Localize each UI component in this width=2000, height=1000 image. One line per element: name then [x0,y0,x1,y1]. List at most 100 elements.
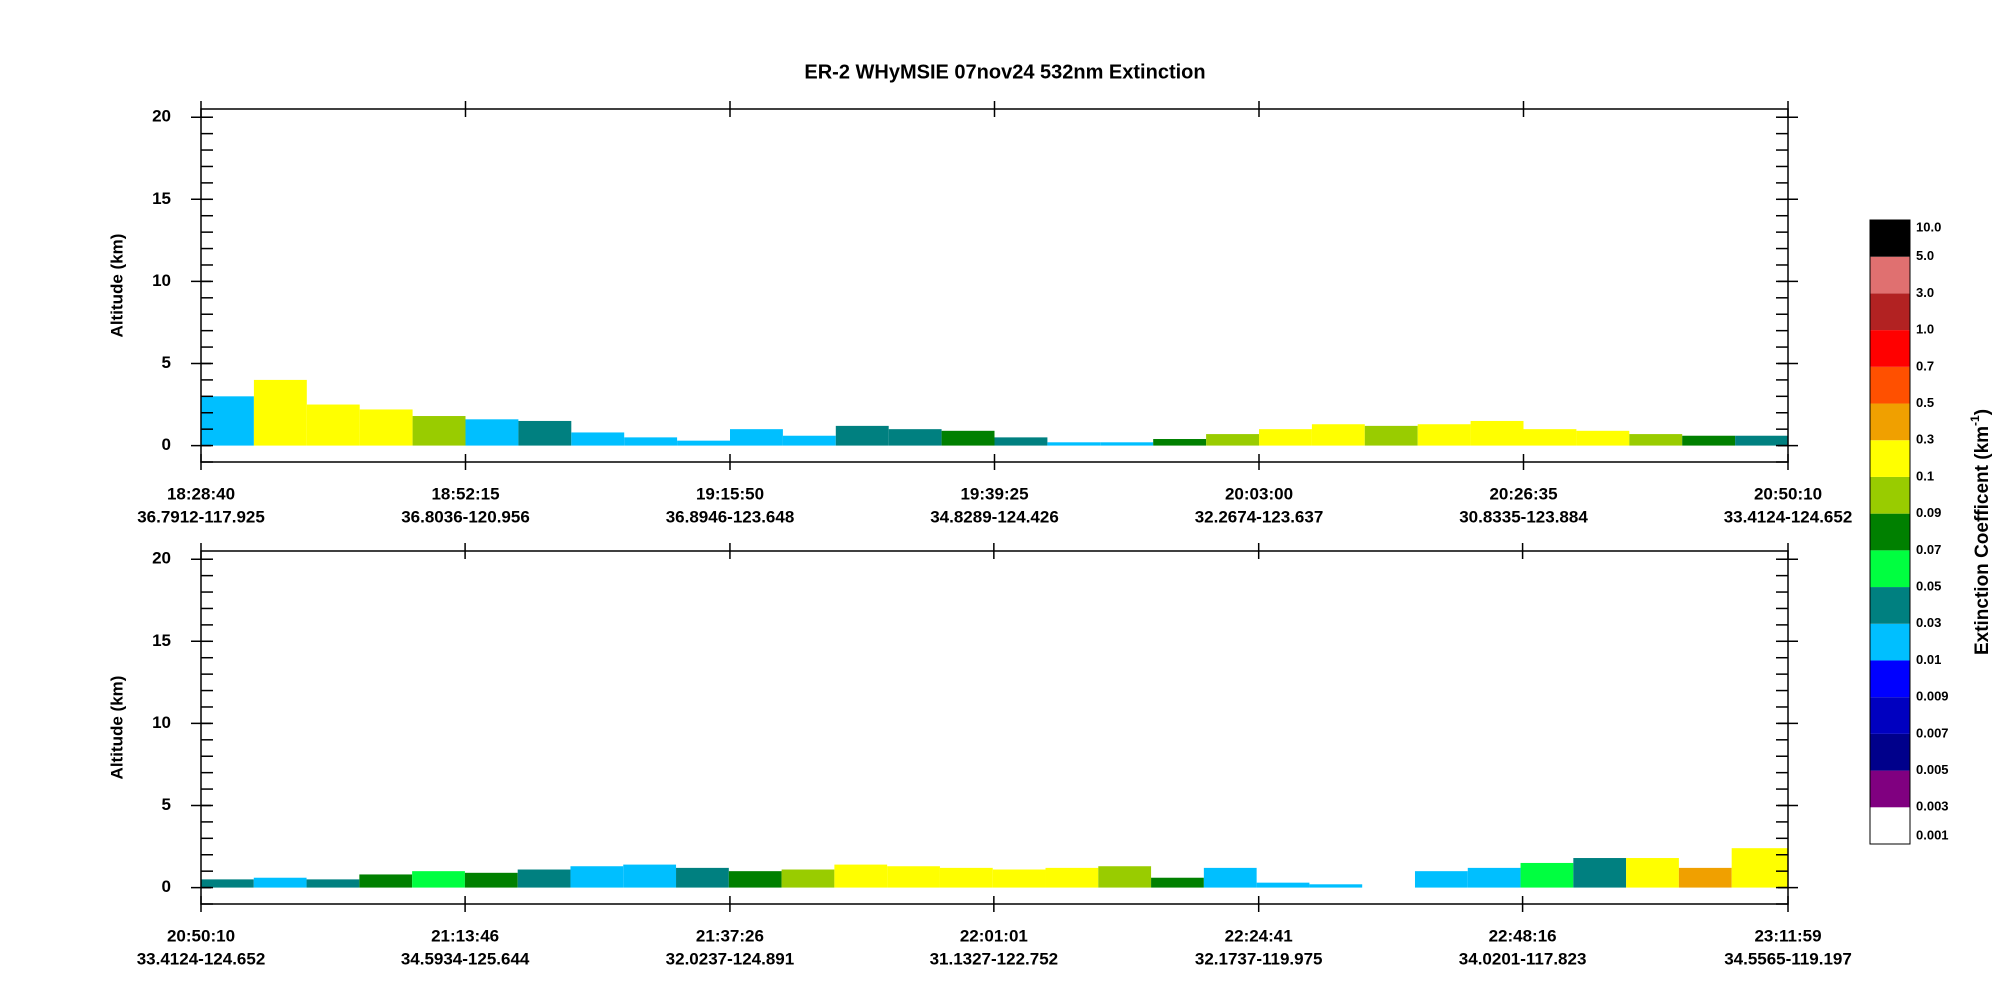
colorbar-label: 0.07 [1916,542,1941,557]
extinction-column [1678,867,1732,888]
extinction-column [1414,871,1468,888]
extinction-column [253,379,307,446]
extinction-column [676,867,729,888]
extinction-column [888,429,942,446]
colorbar-label: 0.3 [1916,432,1934,447]
colorbar-label: 0.1 [1916,468,1934,483]
extinction-column [782,435,836,446]
y-axis-label: Altitude (km) [107,676,126,780]
colorbar-label: 0.09 [1916,505,1941,520]
extinction-column [781,869,835,888]
extinction-column [1311,424,1365,446]
y-tick-label: 10 [152,713,171,732]
y-tick-label: 10 [152,271,171,290]
y-axis-label: Altitude (km) [107,234,126,338]
extinction-column [306,879,360,888]
colorbar-label: 0.7 [1916,358,1934,373]
extinction-column [1203,867,1257,888]
extinction-column [465,419,519,446]
y-tick-label: 15 [152,189,171,208]
colorbar-swatch [1870,660,1910,698]
x-tick-label: 22:01:01 [960,926,1028,945]
extinction-column [1047,442,1101,446]
colorbar-label: 10.0 [1916,219,1941,234]
extinction-column [887,866,940,888]
x-location-label: 32.2674-123.637 [1195,507,1324,526]
x-location-label: 36.8036-120.956 [401,507,530,526]
x-tick-label: 21:13:46 [431,926,499,945]
colorbar-title-text: Extinction Coefficent (km [1972,426,1993,655]
colorbar-swatch [1870,733,1910,771]
extinction-column [728,871,782,888]
colorbar-frame [1869,219,1911,845]
extinction-column [570,866,624,888]
extinction-column [359,874,413,888]
colorbar-swatch [1870,403,1910,441]
x-tick-label: 23:11:59 [1754,926,1821,945]
x-location-label: 30.8335-123.884 [1459,507,1588,526]
extinction-column [1576,430,1630,446]
extinction-column [677,440,730,446]
x-location-label: 34.8289-124.426 [930,507,1059,526]
plot-frame [200,108,1789,463]
colorbar-label: 0.001 [1916,827,1949,842]
y-tick-label: 15 [152,631,171,650]
extinction-column [835,425,889,446]
colorbar-label: 0.03 [1916,615,1941,630]
colorbar-swatch [1870,293,1910,331]
y-tick-label: 0 [162,435,171,454]
extinction-column [464,872,518,888]
x-tick-label: 21:37:26 [696,926,764,945]
colorbar-swatch [1870,220,1910,257]
y-tick-label: 0 [162,877,171,896]
extinction-column [1523,429,1577,446]
x-tick-label: 20:26:35 [1489,484,1557,503]
colorbar-label: 0.007 [1916,725,1949,740]
extinction-column [1100,442,1154,446]
x-location-label: 32.1737-119.975 [1195,949,1323,968]
extinction-column [1520,862,1574,888]
extinction-column [1098,866,1152,888]
extinction-column [253,877,307,888]
x-tick-label: 22:24:41 [1225,926,1293,945]
extinction-column [939,867,993,888]
colorbar-label: 0.5 [1916,395,1934,410]
y-tick-label: 5 [162,353,171,372]
x-location-label: 32.0237-124.891 [666,949,795,968]
colorbar-swatch [1870,330,1910,367]
extinction-column [1629,434,1683,446]
extinction-column [1151,877,1204,888]
extinction-column [412,871,465,888]
extinction-column [1735,435,1788,446]
extinction-column [1467,867,1521,888]
extinction-column [1256,882,1310,888]
extinction-column [730,429,783,446]
x-tick-label: 18:28:40 [167,484,235,503]
colorbar-title-end: ) [1972,409,1993,415]
extinction-column [1470,420,1524,446]
extinction-column [624,437,678,446]
extinction-column [518,420,572,446]
colorbar-title: Extinction Coefficent (km-1) [1968,409,1993,655]
x-tick-label: 22:48:16 [1489,926,1557,945]
extinction-column [1573,858,1627,888]
x-location-label: 31.1327-122.752 [930,949,1059,968]
colorbar-label: 0.009 [1916,689,1949,704]
extinction-column [517,869,571,888]
colorbar-title-sup: -1 [1968,415,1982,426]
y-tick-label: 5 [162,795,171,814]
extinction-column [1682,435,1736,446]
colorbar-swatch [1870,440,1910,477]
y-tick-label: 20 [152,549,171,568]
extinction-column [992,869,1046,888]
colorbar-swatch [1870,807,1910,844]
extinction-column [941,430,995,446]
colorbar-swatch [1870,513,1910,551]
x-tick-label: 20:50:10 [1754,484,1822,503]
x-location-label: 34.5934-125.644 [401,949,530,968]
extinction-column [1206,434,1259,446]
x-tick-label: 20:03:00 [1225,484,1293,503]
extinction-column [834,864,888,888]
extinction-column [571,432,625,446]
colorbar-label: 3.0 [1916,285,1934,300]
